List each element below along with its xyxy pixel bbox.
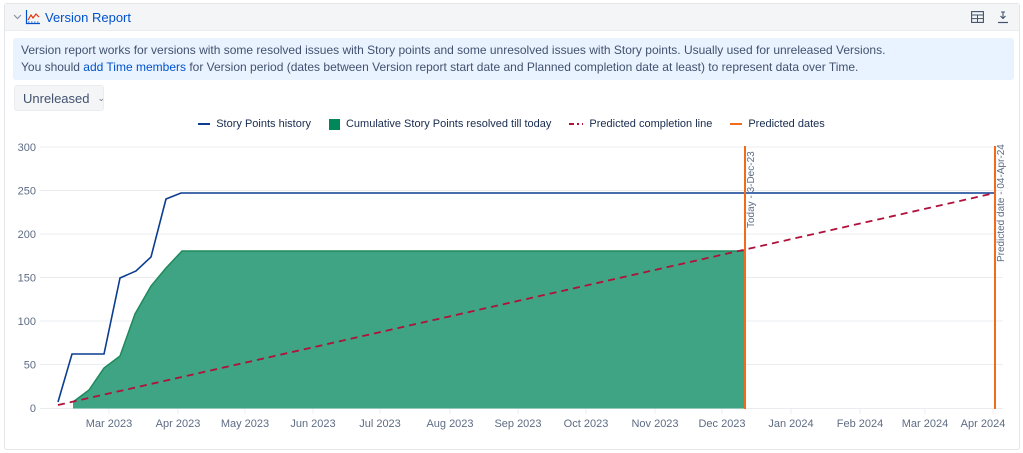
svg-text:0: 0 <box>30 403 36 415</box>
legend-line-icon <box>198 123 211 125</box>
svg-text:Jul 2023: Jul 2023 <box>359 418 401 430</box>
table-icon[interactable] <box>969 9 985 25</box>
svg-text:Aug 2023: Aug 2023 <box>426 418 473 430</box>
line-chart-icon <box>25 9 41 25</box>
svg-text:Dec 2023: Dec 2023 <box>698 418 745 430</box>
svg-text:Apr 2024: Apr 2024 <box>961 418 1006 430</box>
svg-text:Jan 2024: Jan 2024 <box>768 418 813 430</box>
svg-text:50: 50 <box>24 360 36 372</box>
svg-text:Apr 2023: Apr 2023 <box>156 418 201 430</box>
svg-text:300: 300 <box>18 142 36 154</box>
svg-text:250: 250 <box>18 186 36 198</box>
svg-text:May 2023: May 2023 <box>221 418 269 430</box>
today-marker-label: Today - 3-Dec-23 <box>746 151 757 228</box>
info-line-1: Version report works for versions with s… <box>21 43 886 57</box>
predicted-date-marker-label: Predicted date - 04-Apr-24 <box>996 144 1007 262</box>
legend-square-icon <box>328 118 340 130</box>
chart-legend: Story Points history Cumulative Story Po… <box>0 118 1023 130</box>
svg-text:Sep 2023: Sep 2023 <box>494 418 541 430</box>
x-axis: Mar 2023 Apr 2023 May 2023 Jun 2023 Jul … <box>86 418 1006 430</box>
legend-line-icon <box>730 123 743 125</box>
svg-text:200: 200 <box>18 229 36 241</box>
legend-predicted-dates[interactable]: Predicted dates <box>730 118 825 130</box>
story-points-history-line <box>57 192 995 403</box>
legend-story-points-history[interactable]: Story Points history <box>198 118 311 130</box>
legend-predicted-completion[interactable]: Predicted completion line <box>569 118 712 130</box>
chevron-down-icon[interactable] <box>11 10 23 24</box>
panel-title[interactable]: Version Report <box>45 10 131 25</box>
add-time-members-link[interactable]: add Time members <box>83 60 186 74</box>
svg-text:Feb 2024: Feb 2024 <box>837 418 883 430</box>
legend-dashed-line-icon <box>569 123 584 125</box>
legend-cumulative-resolved[interactable]: Cumulative Story Points resolved till to… <box>328 118 551 130</box>
svg-text:Mar 2024: Mar 2024 <box>902 418 948 430</box>
y-axis: 300 250 200 150 100 50 0 <box>18 142 36 415</box>
predicted-completion-line <box>57 192 996 406</box>
download-icon[interactable] <box>995 9 1011 25</box>
svg-text:Nov 2023: Nov 2023 <box>631 418 678 430</box>
dropdown-selected-value: Unreleased <box>23 90 90 106</box>
svg-text:Mar 2023: Mar 2023 <box>86 418 132 430</box>
svg-text:150: 150 <box>18 273 36 285</box>
panel-header: Version Report <box>5 4 1019 31</box>
info-message: Version report works for versions with s… <box>13 38 1014 80</box>
svg-text:Oct 2023: Oct 2023 <box>564 418 609 430</box>
cumulative-resolved-area <box>73 251 745 409</box>
version-status-dropdown[interactable]: Unreleased ⌄ <box>14 85 106 111</box>
info-line-2: You should add Time members for Version … <box>21 60 859 74</box>
svg-text:Jun 2023: Jun 2023 <box>290 418 335 430</box>
svg-text:100: 100 <box>18 316 36 328</box>
chevron-down-icon: ⌄ <box>97 92 106 103</box>
x-axis-ticks <box>108 409 994 414</box>
cumulative-resolved-line <box>72 250 745 403</box>
